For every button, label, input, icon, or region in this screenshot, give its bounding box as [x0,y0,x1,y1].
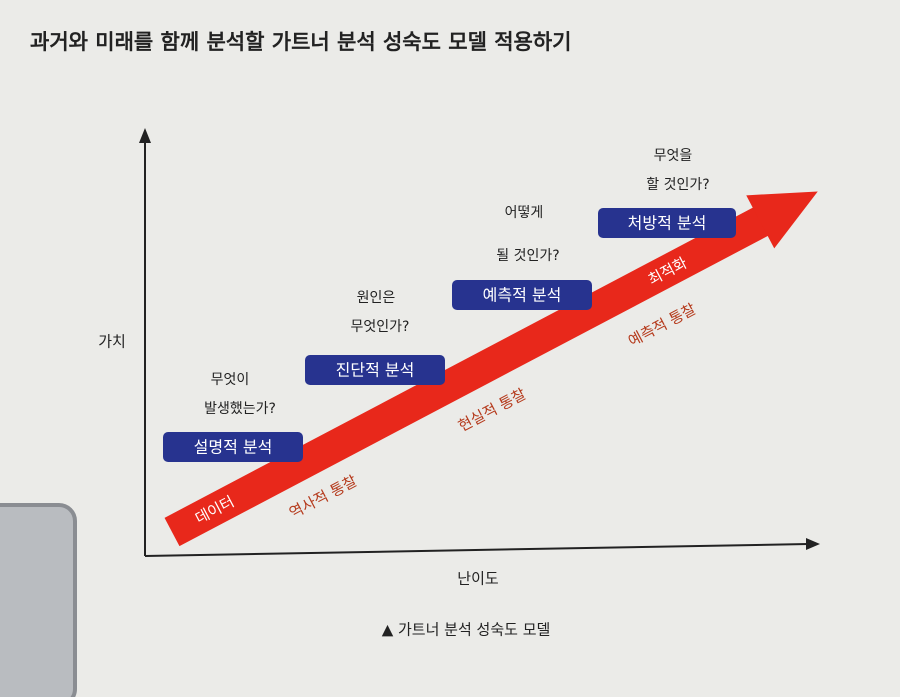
stage-question: 원인은 [357,290,396,306]
stage-box [452,280,592,310]
x-axis-label: 난이도 [457,570,499,588]
stage-box [163,432,303,462]
arrow-body [164,204,774,547]
stage-question: 어떻게 [505,205,544,221]
y-axis-head [139,128,151,143]
stage-name: 예측적 분석 [483,286,562,305]
stage: 설명적 분석 무엇이 발생했는가? [163,372,303,462]
stage: 예측적 분석 어떻게 될 것인가? [452,205,592,310]
stage-question: 발생했는가? [204,401,276,417]
caption: ▲ 가트너 분석 성숙도 모델 [382,621,551,639]
arrow-head [746,191,818,249]
x-axis [144,543,809,557]
stage-question: 할 것인가? [646,177,709,193]
stage-question: 무엇을 [654,148,693,164]
stage-name: 설명적 분석 [194,438,273,457]
stage: 진단적 분석 원인은 무엇인가? [305,290,445,385]
binder-clip [0,503,77,697]
stage-question: 무엇이 [211,372,250,388]
y-axis-label: 가치 [98,333,126,351]
x-axis-head [806,538,820,550]
stage-question: 무엇인가? [351,319,410,335]
stage: 처방적 분석 무엇을 할 것인가? [598,148,736,238]
stage-question: 될 것인가? [496,248,559,264]
stage-box [305,355,445,385]
title: 과거와 미래를 함께 분석할 가트너 분석 성숙도 모델 적용하기 [30,30,572,54]
stage-name: 진단적 분석 [336,361,415,380]
stage-box [598,208,736,238]
stage-name: 처방적 분석 [628,214,707,233]
